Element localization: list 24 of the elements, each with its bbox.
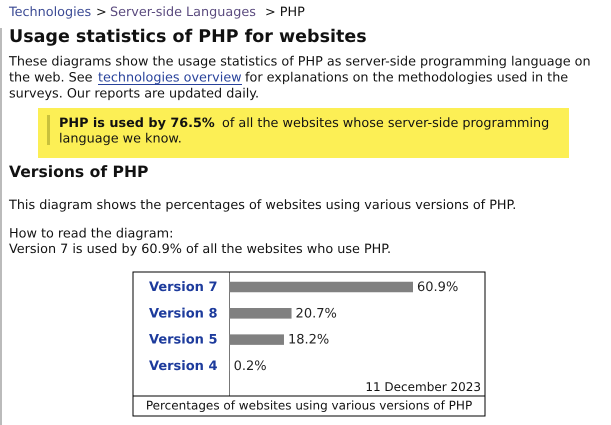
text: PHP is used by 76.5% <box>59 116 215 131</box>
data-label: 18.2% <box>288 332 330 348</box>
data-label: 60.9% <box>417 280 458 296</box>
text: Versions of PHP <box>9 163 148 181</box>
text: of all the websites whose server-side programming <box>222 116 550 131</box>
text: language we know. <box>59 132 182 146</box>
text: Usage statistics of PHP for websites <box>9 27 367 47</box>
text: surveys. Our reports are updated daily. <box>9 86 260 102</box>
y-tick-label: Version 4 <box>148 358 218 374</box>
y-tick-label: Version 8 <box>148 306 218 322</box>
text: Percentages of websites using various versions of PHP <box>146 398 472 412</box>
text: How to read the diagram: Version 7 is used by 60.9% of all the websites who use PHP. <box>9 226 392 257</box>
annotation: 11 December 2023 <box>365 380 481 394</box>
text: > <box>96 5 107 20</box>
y-tick-label: Version 7 <box>148 280 218 296</box>
text: > PHP <box>265 5 306 20</box>
data-label: 0.2% <box>234 358 267 374</box>
text: for explanations on the methodologies used in the <box>245 70 568 86</box>
text: Server-side Languages <box>110 5 256 20</box>
chart-subtitle: This diagram shows the percentages of websites using various versions of PHP. <box>8 198 516 213</box>
y-tick-label: Version 5 <box>148 332 218 348</box>
data-label: 20.7% <box>296 306 337 322</box>
text: Technologies <box>8 5 92 20</box>
text: technologies overview <box>98 70 242 86</box>
